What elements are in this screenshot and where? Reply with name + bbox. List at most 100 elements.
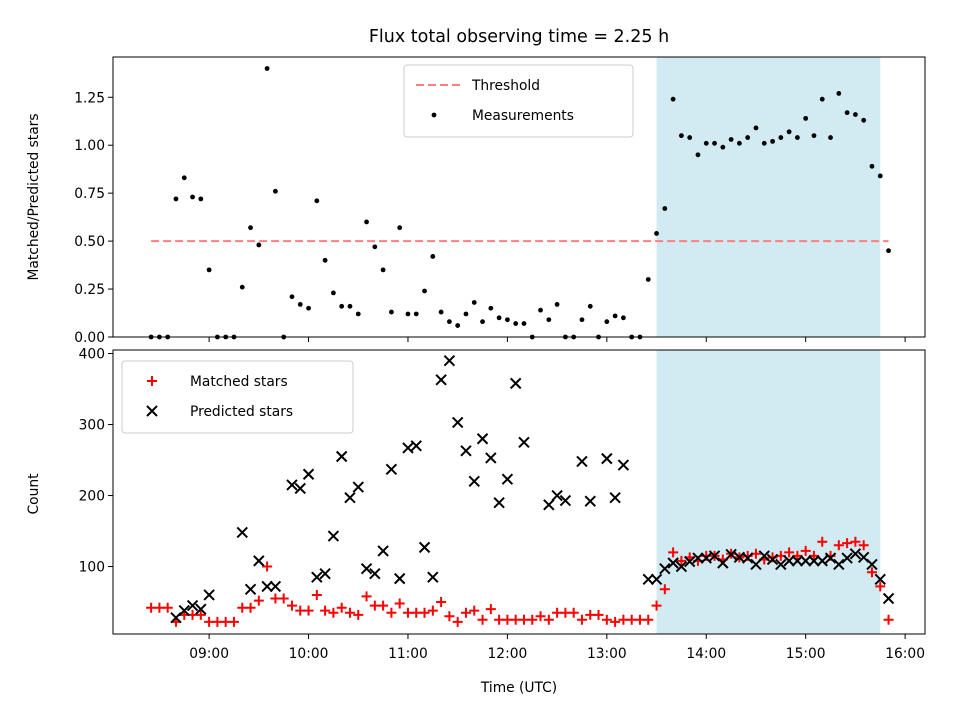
data-point-stroke: [593, 609, 604, 620]
data-point: [882, 592, 895, 605]
data-point-stroke: [360, 562, 373, 575]
data-point: [244, 583, 257, 595]
data-point-stroke: [833, 540, 844, 551]
data-point: [610, 616, 621, 627]
data-point-stroke: [436, 597, 447, 608]
data-point: [236, 526, 248, 539]
data-point-stroke: [642, 573, 654, 586]
data-point-stroke: [799, 555, 812, 567]
x-tick-label: 14:00: [686, 646, 726, 662]
legend: Matched stars Predicted stars: [121, 360, 354, 434]
top-panel-y-axis-label: Matched/Predicted stars: [26, 113, 42, 280]
data-point: [808, 555, 820, 567]
data-point-stroke: [668, 547, 679, 558]
legend-marker-swatch-stroke: [146, 405, 158, 417]
data-point: [239, 284, 245, 290]
data-point: [799, 555, 812, 567]
y-tick-label: 0.25: [74, 282, 105, 298]
data-point: [568, 607, 579, 618]
data-point: [518, 436, 530, 449]
legend-box: [121, 360, 354, 434]
data-point-stroke: [850, 536, 861, 547]
data-point-stroke: [477, 614, 488, 625]
data-point-stroke: [443, 354, 456, 367]
data-point: [410, 440, 422, 452]
data-point: [643, 614, 654, 625]
data-point-stroke: [253, 555, 265, 567]
data-point: [795, 135, 800, 140]
data-point-stroke: [311, 571, 323, 583]
data-point: [501, 473, 514, 485]
data-point: [601, 452, 613, 465]
series-dot: [148, 66, 891, 340]
data-point: [858, 540, 869, 551]
data-point: [455, 323, 461, 328]
data-point-stroke: [236, 526, 248, 539]
data-point: [538, 307, 543, 313]
data-point: [468, 475, 480, 488]
data-point-stroke: [683, 555, 696, 568]
data-point-stroke: [460, 607, 471, 618]
data-point: [645, 277, 651, 282]
data-point: [850, 536, 861, 547]
data-point-stroke: [244, 583, 257, 595]
data-point-stroke: [833, 558, 845, 571]
data-point-stroke: [203, 589, 215, 601]
data-point-stroke: [675, 560, 688, 573]
data-point: [819, 96, 825, 102]
data-point: [302, 468, 315, 480]
data-point: [314, 198, 320, 204]
data-point: [327, 530, 340, 542]
data-point: [413, 311, 419, 317]
data-point: [427, 605, 438, 616]
data-point: [496, 315, 502, 321]
data-point: [687, 135, 693, 140]
data-point: [361, 591, 372, 602]
data-point: [720, 144, 726, 150]
data-point-stroke: [410, 440, 422, 452]
data-point: [203, 589, 215, 601]
data-point-stroke: [352, 481, 364, 493]
data-point: [369, 567, 381, 580]
data-point: [783, 555, 795, 567]
data-point: [712, 140, 717, 146]
data-point: [181, 175, 187, 181]
data-point-stroke: [849, 548, 862, 560]
data-point-stroke: [584, 495, 596, 507]
data-point-stroke: [576, 614, 587, 625]
data-point: [866, 567, 877, 578]
data-point: [385, 463, 398, 475]
data-point-stroke: [452, 616, 463, 627]
data-point: [543, 499, 555, 511]
data-point-stroke: [817, 536, 828, 547]
data-point: [485, 604, 496, 615]
data-point: [667, 557, 679, 569]
data-point: [253, 555, 265, 567]
data-point-stroke: [518, 436, 530, 449]
x-tick-label: 09:00: [189, 646, 229, 662]
legend-label: Matched stars: [190, 374, 288, 390]
x-tick-label: 11:00: [388, 646, 428, 662]
y-tick-label: 0.50: [74, 234, 105, 250]
data-point: [264, 66, 270, 71]
data-point-stroke: [469, 605, 480, 616]
legend-label: Measurements: [472, 108, 574, 124]
data-point: [758, 550, 770, 562]
data-point: [668, 547, 679, 558]
data-point-stroke: [286, 479, 298, 491]
data-point: [650, 573, 663, 586]
data-point-stroke: [791, 555, 804, 567]
data-point: [319, 567, 331, 580]
data-point: [505, 317, 510, 323]
data-point: [328, 607, 339, 618]
data-point-stroke: [692, 552, 704, 564]
data-point-stroke: [509, 377, 522, 390]
data-point: [513, 321, 519, 326]
data-point: [609, 491, 621, 504]
data-point: [443, 354, 456, 367]
data-point-stroke: [402, 442, 414, 454]
data-point-stroke: [882, 592, 895, 605]
data-point: [642, 573, 654, 586]
data-point: [700, 552, 712, 564]
data-point: [803, 115, 809, 121]
